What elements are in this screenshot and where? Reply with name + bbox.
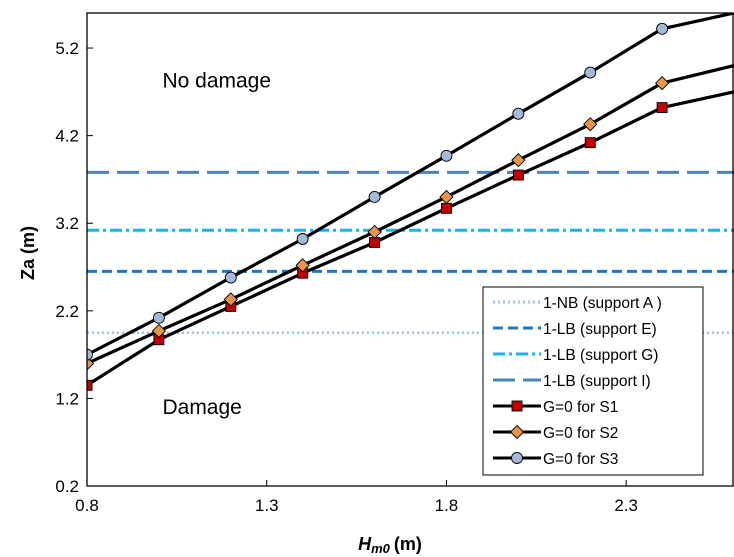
- y-tick-label: 0.2: [55, 477, 79, 496]
- y-tick-label: 5.2: [55, 39, 79, 58]
- data-series: [87, 13, 734, 391]
- x-axis-title-unit: (m): [394, 534, 422, 554]
- annotation-damage: Damage: [162, 396, 241, 419]
- series-line-2: [87, 64, 734, 365]
- series-line-3: [87, 13, 734, 357]
- data-point: [584, 66, 597, 79]
- reference-lines: [87, 170, 734, 334]
- x-tick-label: 0.8: [75, 496, 99, 515]
- y-tick-label: 2.2: [55, 302, 79, 321]
- data-point: [151, 323, 167, 339]
- data-point: [224, 271, 237, 284]
- legend-box: [482, 286, 704, 476]
- x-axis-title: Hm0 (m): [358, 534, 422, 556]
- series-line-1: [87, 90, 734, 387]
- data-point: [152, 311, 165, 324]
- legend-label: G=0 for S3: [543, 451, 618, 468]
- data-point: [439, 189, 454, 205]
- legend-label: 1-LB (support G): [543, 347, 658, 364]
- legend: 1-NB (support A ) 1-LB (support E) 1-LB (s…: [482, 286, 704, 476]
- axis-ticks: 0.8 1.3 1.8 2.3 0.2 1.2 2.2 3.2 4.2 5.2: [55, 39, 638, 515]
- data-point: [87, 348, 93, 361]
- legend-label: G=0 for S2: [543, 425, 618, 442]
- x-tick-label: 2.3: [614, 496, 638, 515]
- legend-marker: [511, 400, 523, 412]
- data-point: [440, 202, 452, 214]
- data-point: [367, 224, 382, 240]
- data-point: [656, 102, 668, 114]
- data-point: [295, 258, 310, 273]
- data-point: [656, 22, 669, 35]
- y-tick-label: 4.2: [55, 127, 79, 146]
- x-tick-label: 1.8: [435, 496, 459, 515]
- data-point: [512, 169, 524, 181]
- data-point: [368, 190, 381, 203]
- x-tick-label: 1.3: [255, 496, 279, 515]
- y-tick-label: 3.2: [55, 214, 79, 233]
- annotation-no-damage: No damage: [162, 69, 271, 92]
- legend-label: 1-LB (support E): [543, 321, 657, 338]
- data-point: [511, 153, 526, 168]
- x-axis-title-main: H: [358, 534, 372, 554]
- data-point: [296, 233, 309, 245]
- data-point: [87, 379, 93, 391]
- legend-label: G=0 for S1: [543, 399, 618, 416]
- data-point: [512, 107, 525, 120]
- legend-marker: [511, 452, 523, 464]
- y-tick-label: 1.2: [55, 389, 79, 408]
- data-point: [440, 149, 453, 162]
- x-axis-title-sub: m0: [371, 541, 391, 556]
- legend-label: 1-NB (support A ): [543, 295, 662, 312]
- legend-label: 1-LB (support I): [543, 373, 651, 390]
- plot-frame: [86, 12, 734, 487]
- data-point: [654, 75, 670, 91]
- data-point: [223, 292, 238, 307]
- data-point: [584, 137, 596, 149]
- data-point: [583, 117, 598, 132]
- y-axis-title: Za (m): [18, 226, 38, 280]
- legend-marker: [509, 424, 525, 440]
